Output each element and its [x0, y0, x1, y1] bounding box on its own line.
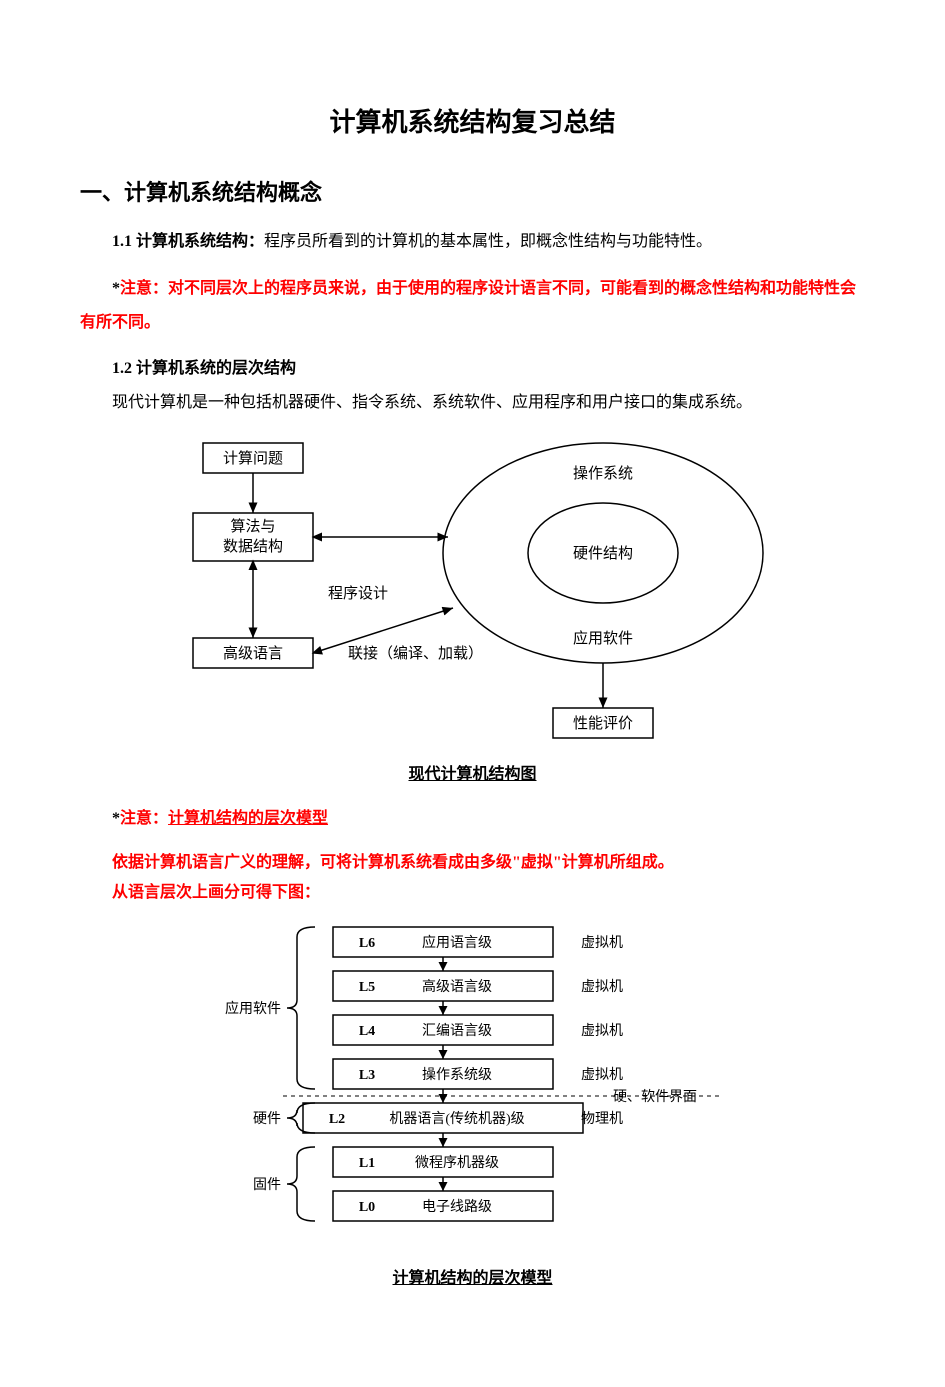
svg-text:高级语言: 高级语言 [222, 645, 282, 662]
diagram1-svg: 计算问题算法与数据结构高级语言性能评价 操作系统硬件结构应用软件 程序设计联接（编译… [173, 433, 773, 753]
s12-heading: 1.2 计算机系统的层次结构 [80, 355, 865, 383]
s12-label: 1.2 计算机系统的层次结构 [112, 360, 296, 377]
asterisk-icon: * [112, 280, 120, 297]
svg-text:虚拟机: 虚拟机 [581, 1067, 623, 1083]
s11-note-text: 对不同层次上的程序员来说，由于使用的程序设计语言不同，可能看到的概念性结构和功能… [80, 280, 856, 331]
svg-text:L2: L2 [328, 1112, 344, 1127]
svg-text:算法与: 算法与 [230, 517, 275, 535]
asterisk-icon: * [112, 810, 120, 827]
svg-text:L5: L5 [358, 980, 374, 995]
s12-note-line2: 从语言层次上画分可得下图： [80, 879, 865, 907]
fig1-caption: 现代计算机结构图 [80, 761, 865, 789]
svg-text:L3: L3 [358, 1068, 374, 1083]
svg-text:操作系统: 操作系统 [572, 465, 632, 482]
svg-text:虚拟机: 虚拟机 [581, 1023, 623, 1039]
svg-text:L6: L6 [358, 936, 374, 951]
svg-text:机器语言(传统机器)级: 机器语言(传统机器)级 [389, 1111, 524, 1127]
diagram2-svg: L6应用语言级虚拟机L5高级语言级虚拟机L4汇编语言级虚拟机L3操作系统级虚拟机… [193, 917, 753, 1257]
s11-paragraph: 1.1 计算机系统结构：程序员所看到的计算机的基本属性，即概念性结构与功能特性。 [80, 228, 865, 256]
s11-note: *注意：对不同层次上的程序员来说，由于使用的程序设计语言不同，可能看到的概念性结… [80, 272, 865, 339]
s12-note-line1: 依据计算机语言广义的理解，可将计算机系统看成由多级"虚拟"计算机所组成。 [80, 849, 865, 877]
note-label: 注意： [120, 810, 168, 827]
svg-text:微程序机器级: 微程序机器级 [415, 1155, 499, 1171]
svg-text:硬件: 硬件 [253, 1111, 281, 1127]
note-label: 注意： [120, 280, 168, 297]
svg-text:性能评价: 性能评价 [572, 715, 632, 732]
svg-text:硬件结构: 硬件结构 [572, 545, 632, 562]
svg-text:应用语言级: 应用语言级 [422, 934, 492, 951]
svg-text:应用软件: 应用软件 [225, 1000, 281, 1017]
svg-text:程序设计: 程序设计 [328, 585, 388, 602]
s12-note-heading: *注意：计算机结构的层次模型 [80, 805, 865, 833]
s11-label: 1.1 计算机系统结构： [112, 233, 264, 250]
svg-text:硬、软件界面: 硬、软件界面 [613, 1089, 697, 1105]
svg-text:L0: L0 [358, 1200, 374, 1215]
page-title: 计算机系统结构复习总结 [80, 100, 865, 146]
svg-text:操作系统级: 操作系统级 [422, 1067, 492, 1083]
svg-text:L1: L1 [358, 1156, 374, 1171]
s12-paragraph: 现代计算机是一种包括机器硬件、指令系统、系统软件、应用程序和用户接口的集成系统。 [80, 389, 865, 417]
svg-text:数据结构: 数据结构 [222, 538, 282, 555]
svg-text:汇编语言级: 汇编语言级 [422, 1023, 492, 1039]
svg-text:虚拟机: 虚拟机 [581, 979, 623, 995]
section1-heading: 一、计算机系统结构概念 [80, 174, 865, 213]
s12-body: 现代计算机是一种包括机器硬件、指令系统、系统软件、应用程序和用户接口的集成系统。 [112, 394, 752, 411]
svg-text:L4: L4 [358, 1024, 374, 1039]
svg-text:电子线路级: 电子线路级 [422, 1199, 492, 1215]
svg-text:高级语言级: 高级语言级 [422, 978, 492, 995]
svg-text:应用软件: 应用软件 [572, 629, 632, 647]
fig2-caption: 计算机结构的层次模型 [80, 1265, 865, 1293]
s11-body: 程序员所看到的计算机的基本属性，即概念性结构与功能特性。 [264, 233, 712, 250]
svg-text:虚拟机: 虚拟机 [581, 935, 623, 951]
svg-text:联接（编译、加载）: 联接（编译、加载） [348, 645, 483, 662]
svg-text:计算问题: 计算问题 [222, 449, 282, 467]
diagram2-container: L6应用语言级虚拟机L5高级语言级虚拟机L4汇编语言级虚拟机L3操作系统级虚拟机… [80, 917, 865, 1257]
diagram1-container: 计算问题算法与数据结构高级语言性能评价 操作系统硬件结构应用软件 程序设计联接（编译… [80, 433, 865, 753]
svg-text:固件: 固件 [253, 1177, 281, 1193]
s12-note-title: 计算机结构的层次模型 [168, 810, 328, 827]
svg-text:物理机: 物理机 [581, 1111, 623, 1127]
